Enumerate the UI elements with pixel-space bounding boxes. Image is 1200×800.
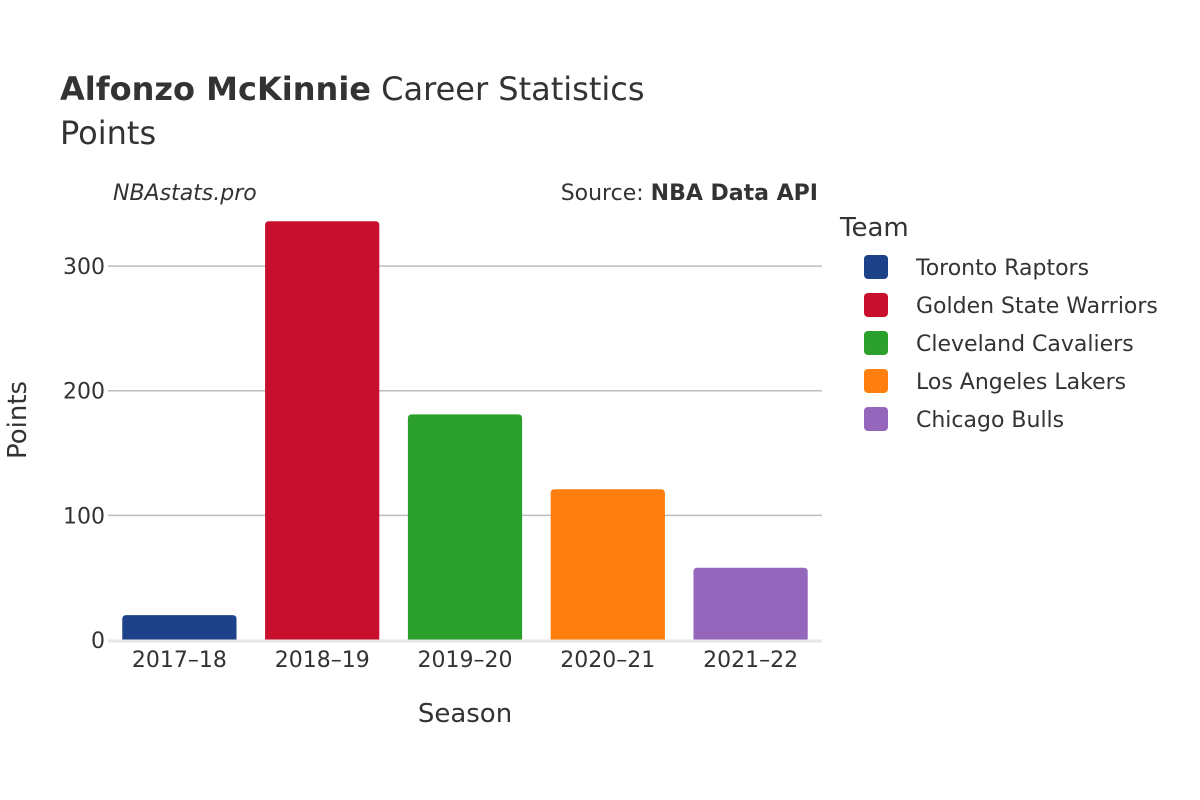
y-axis-title: Points xyxy=(3,381,33,459)
bar-2020–21[interactable] xyxy=(550,489,665,640)
bar-2021–22[interactable] xyxy=(693,567,808,640)
legend-label[interactable]: Cleveland Cavaliers xyxy=(916,332,1134,357)
x-axis-title: Season xyxy=(418,699,512,729)
legend-label[interactable]: Los Angeles Lakers xyxy=(916,370,1126,395)
source-name: NBA Data API xyxy=(651,181,818,206)
source-text: Source: NBA Data API xyxy=(561,181,818,206)
legend-label[interactable]: Chicago Bulls xyxy=(916,408,1064,433)
x-tick-label: 2021–22 xyxy=(703,648,798,673)
title-rest: Career Statistics xyxy=(371,70,645,108)
x-tick-label: 2018–19 xyxy=(275,648,370,673)
legend-swatch xyxy=(864,407,888,431)
axes: 0 100 200 300 2017–18 2018–19 2019–20 2020–21 20… xyxy=(63,255,822,673)
legend-swatch xyxy=(864,255,888,279)
bar-2018–19[interactable] xyxy=(265,221,380,640)
source-prefix: Source: xyxy=(561,181,651,206)
legend-swatch xyxy=(864,293,888,317)
bars xyxy=(122,221,808,640)
y-tick-label: 300 xyxy=(63,255,105,280)
legend: Team Toronto Raptors Golden State Warrior… xyxy=(839,213,1158,433)
watermark-text: NBAstats.pro xyxy=(113,181,257,206)
y-tick-label: 0 xyxy=(91,629,105,654)
bar-2019–20[interactable] xyxy=(407,414,523,640)
x-tick-label: 2020–21 xyxy=(560,648,655,673)
legend-swatch xyxy=(864,369,888,393)
legend-swatch xyxy=(864,331,888,355)
y-tick-label: 100 xyxy=(63,504,105,529)
legend-label[interactable]: Toronto Raptors xyxy=(915,256,1089,281)
title-player: Alfonzo McKinnie xyxy=(60,70,371,108)
x-tick-label: 2017–18 xyxy=(132,648,227,673)
legend-label[interactable]: Golden State Warriors xyxy=(916,294,1158,319)
chart-subtitle: Points xyxy=(60,114,156,152)
chart-title: Alfonzo McKinnie Career Statistics xyxy=(60,70,645,108)
bar-2017–18[interactable] xyxy=(122,615,237,640)
y-tick-label: 200 xyxy=(63,380,105,405)
x-tick-label: 2019–20 xyxy=(418,648,513,673)
legend-title: Team xyxy=(839,213,909,243)
